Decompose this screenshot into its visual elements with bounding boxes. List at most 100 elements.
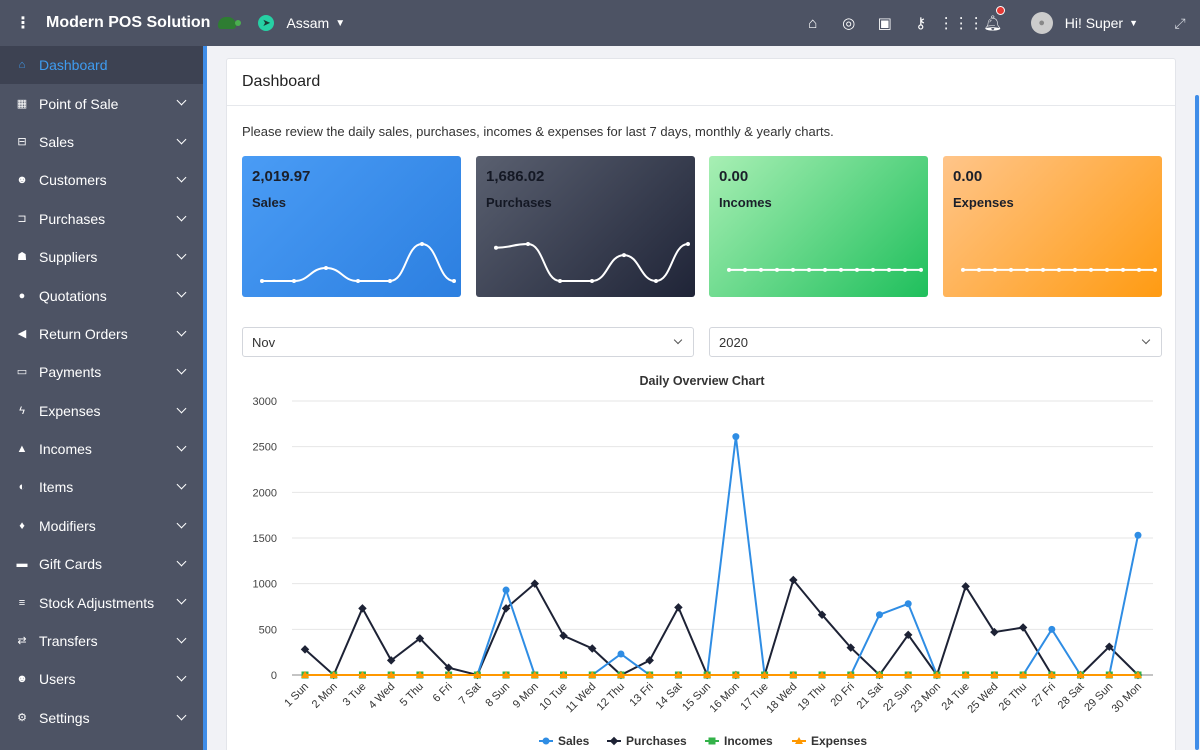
expenses-data-point[interactable] [588,671,597,678]
menu-toggle-icon[interactable]: ⋮ [15,15,31,32]
expenses-data-point[interactable] [875,671,884,678]
expenses-data-point[interactable] [473,671,482,678]
apps-grid-icon[interactable]: ⋮⋮⋮ [938,15,984,32]
sidebar-item-items[interactable]: ◐ Items [0,468,203,506]
sidebar-item-users[interactable]: ☻ Users [0,660,203,698]
expenses-data-point[interactable] [387,671,396,678]
expenses-data-point[interactable] [358,671,367,678]
expenses-data-point[interactable] [1105,671,1114,678]
expenses-data-point[interactable] [904,671,913,678]
store-selector[interactable]: Assam ▼ [286,15,345,31]
home-icon[interactable]: ⌂ [808,14,818,32]
expenses-data-point[interactable] [415,671,424,678]
expenses-data-point[interactable] [645,671,654,678]
expenses-data-point[interactable] [530,671,539,678]
sidebar-item-settings[interactable]: ⚙ Settings [0,699,203,737]
sidebar-item-transfers[interactable]: ⇄ Transfers [0,622,203,660]
legend-item-sales[interactable]: Sales [539,734,590,748]
expenses-data-point[interactable] [1047,671,1056,678]
sidebar-item-point-of-sale[interactable]: ▦ Point of Sale [0,84,203,122]
purchases-data-point[interactable] [559,631,568,640]
purchases-data-point[interactable] [817,610,827,619]
expenses-data-point[interactable] [444,671,453,678]
calendar-icon[interactable]: ▣ [877,15,892,32]
expenses-data-point[interactable] [846,671,855,678]
expenses-data-point[interactable] [818,671,827,678]
sidebar-item-purchases[interactable]: ⊐ Purchases [0,200,203,238]
legend-item-incomes[interactable]: Incomes [705,734,773,748]
month-select[interactable]: Nov [242,327,694,357]
chevron-down-icon [176,364,187,375]
avatar[interactable]: ● [1030,12,1053,34]
sidebar-item-sales[interactable]: ⊟ Sales [0,123,203,161]
user-menu[interactable]: Hi! Super ▼ [1065,15,1138,31]
sales-data-point[interactable] [732,433,740,441]
sidebar-item-modifiers[interactable]: ♦ Modifiers [0,507,203,545]
fullscreen-icon[interactable]: ⤢ [1174,14,1186,31]
sidebar-item-gift-cards[interactable]: ▬ Gift Cards [0,545,203,583]
sales-data-point[interactable] [1134,531,1142,539]
expenses-data-point[interactable] [703,671,712,678]
purchases-data-point[interactable] [645,656,654,665]
expenses-data-point[interactable] [932,671,941,678]
purchases-data-point[interactable] [1018,623,1028,632]
expenses-data-point[interactable] [616,671,625,678]
scrollbar-thumb[interactable] [1195,95,1199,750]
sales-data-point[interactable] [502,586,510,594]
dashboard-gauge-icon[interactable]: ◎ [842,15,856,32]
expenses-data-point[interactable] [990,671,999,678]
sidebar-item-customers[interactable]: ☻ Customers [0,161,203,199]
expenses-data-point[interactable] [1076,671,1085,678]
expenses-stat-card[interactable]: 0.00 Expenses [943,156,1162,297]
sparkline-point [1041,267,1045,272]
purchases-data-point[interactable] [501,604,511,613]
sales-data-point[interactable] [904,600,912,608]
sales-stat-card[interactable]: 2,019.97 Sales [242,156,461,297]
expenses-data-point[interactable] [502,671,511,678]
chevron-down-icon [176,95,187,106]
legend-item-expenses[interactable]: Expenses [792,734,867,748]
sparkline-point [775,267,779,272]
sparkline-point [759,267,763,272]
expenses-data-point[interactable] [961,671,970,678]
expenses-data-point[interactable] [1134,671,1142,678]
expenses-data-point[interactable] [329,671,338,678]
purchases-data-point[interactable] [358,604,367,613]
expenses-data-point[interactable] [301,671,309,678]
incomes-stat-card[interactable]: 0.00 Incomes [709,156,928,297]
purchases-data-point[interactable] [444,663,453,672]
expenses-data-point[interactable] [559,671,568,678]
expenses-data-point[interactable] [760,671,769,678]
purchases-data-point[interactable] [990,627,999,637]
legend-label: Purchases [626,734,687,748]
sales-data-point[interactable] [1048,625,1056,633]
chevron-down-icon [176,518,187,529]
purchases-data-point[interactable] [587,644,597,653]
turtle-logo-icon [218,17,242,29]
sidebar-item-dashboard[interactable]: ⌂ Dashboard [0,46,203,85]
key-icon[interactable]: ⚷ [915,15,927,32]
sidebar-item-payments[interactable]: ▭ Payments [0,353,203,391]
bell-icon[interactable]: 🔔︎ [975,6,1011,32]
expenses-data-point[interactable] [731,671,740,678]
sidebar-item-quotations[interactable]: ● Quotations [0,276,203,314]
sidebar-item-stock-adjustments[interactable]: ≡ Stock Adjustments [0,583,203,621]
sidebar-item-expenses[interactable]: ϟ Expenses [0,392,203,430]
purchases-data-point[interactable] [300,645,310,654]
year-select[interactable]: 2020 [709,327,1162,357]
purchases-data-point[interactable] [846,643,856,652]
sales-data-point[interactable] [875,611,883,619]
purchases-data-point[interactable] [789,575,798,585]
sales-data-point[interactable] [617,650,625,658]
purchases-stat-card[interactable]: 1,686.02 Purchases [476,156,695,297]
sidebar-item-incomes[interactable]: ▲ Incomes [0,430,203,468]
expenses-data-point[interactable] [674,671,683,678]
sidebar-item-suppliers[interactable]: ☗ Suppliers [0,238,203,276]
sidebar-item-return-orders[interactable]: ◀ Return Orders [0,315,203,353]
expenses-data-point[interactable] [1019,671,1028,678]
purchases-data-point[interactable] [674,603,683,612]
purchases-data-point[interactable] [415,634,425,643]
expenses-data-point[interactable] [789,671,798,678]
app-title[interactable]: Modern POS Solution [46,14,211,31]
legend-item-purchases[interactable]: Purchases [607,734,687,748]
